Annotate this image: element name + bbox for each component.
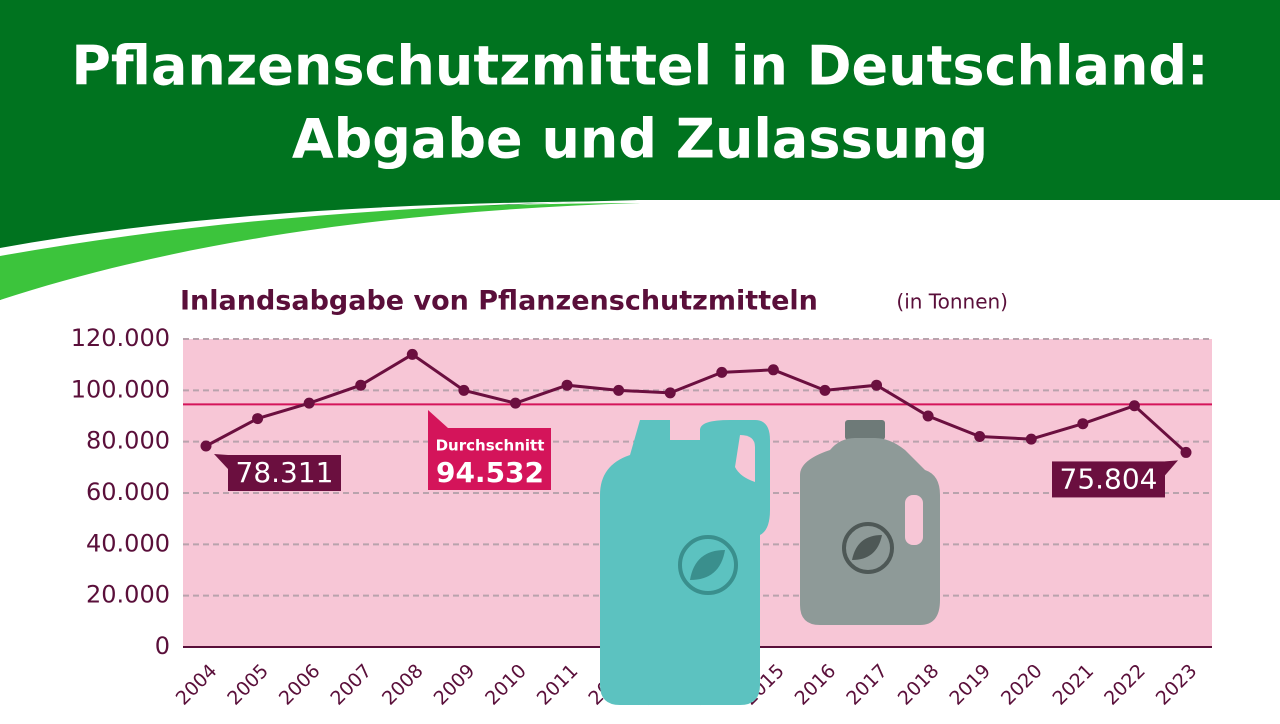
value-label: 75.804 [1060,462,1158,495]
data-point [1180,446,1192,458]
y-tick-label: 20.000 [86,581,170,609]
data-point [613,384,625,396]
value-label-box [228,455,341,492]
average-value-label: 94.532 [436,456,544,489]
data-point [303,397,315,409]
y-tick-label: 120.000 [71,324,170,352]
average-label: Durchschnitt [436,437,545,455]
data-point [252,413,264,425]
y-tick-label: 60.000 [86,478,170,506]
data-point [922,410,934,422]
y-tick-label: 0 [155,632,170,660]
data-point [716,366,728,378]
teal-jug [600,420,770,705]
data-point [1128,400,1140,412]
data-point [200,440,212,452]
data-point [1025,433,1037,445]
value-label-pointer [214,454,228,470]
series-line [205,352,1188,454]
y-tick-label: 80.000 [86,427,170,455]
green-swoosh [0,203,640,300]
data-point [664,387,676,399]
gray-jug [800,420,940,625]
y-tick-label: 40.000 [86,529,170,557]
chart-title: Inlandsabgabe von Pflanzenschutzmitteln [180,286,818,317]
header-title: Abgabe und Zulassung [292,108,988,171]
data-point [974,431,986,443]
value-label-pointer [1165,460,1178,476]
data-point [355,379,367,391]
data-point [458,384,470,396]
data-point [819,384,831,396]
white-swoosh [0,201,640,256]
value-label: 78.311 [236,456,334,489]
data-point [406,348,418,360]
y-tick-label: 100.000 [71,375,170,403]
header-title: Pflanzenschutzmittel in Deutschland: [71,35,1208,98]
value-label-box [1052,461,1165,498]
data-point [871,379,883,391]
data-point [561,379,573,391]
average-callout [428,410,551,490]
header-band [0,0,1280,200]
data-point [509,397,521,409]
data-point [1077,418,1089,430]
data-point [767,364,779,376]
unit-label: (in Tonnen) [896,290,1008,314]
